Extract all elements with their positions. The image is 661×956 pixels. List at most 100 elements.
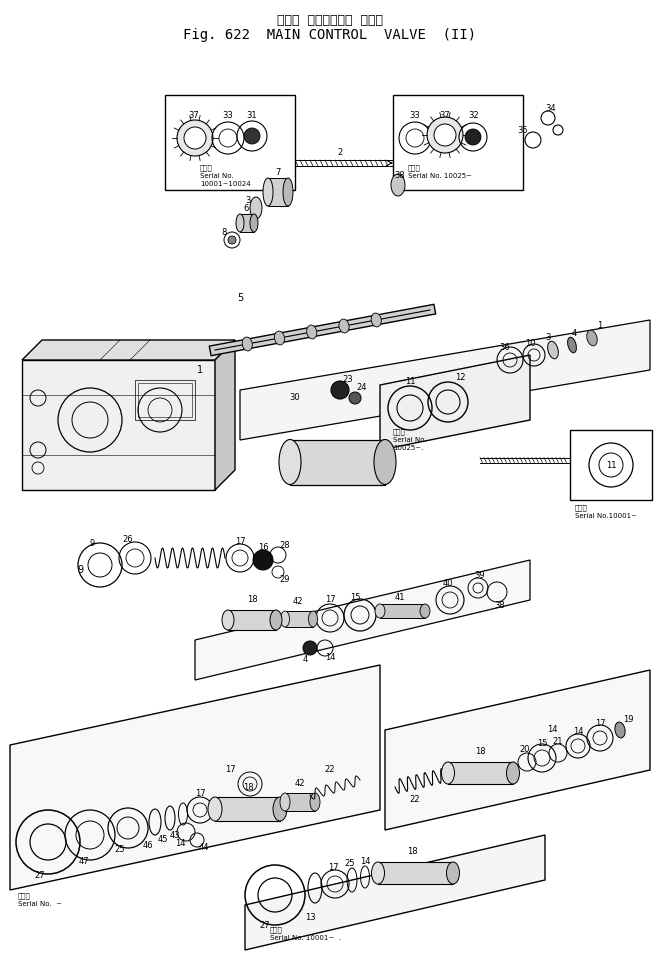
Bar (215, 797, 280, 821)
Circle shape (177, 120, 213, 156)
Ellipse shape (371, 313, 381, 327)
Text: 47: 47 (79, 858, 89, 866)
Text: 39: 39 (475, 572, 485, 580)
Bar (138, 383, 192, 417)
Bar (165, 95, 295, 190)
Text: 1: 1 (598, 320, 603, 330)
Text: メイン  コントロール  バルブ: メイン コントロール バルブ (277, 14, 383, 27)
Text: 10001~10024: 10001~10024 (200, 181, 251, 187)
Polygon shape (385, 670, 650, 830)
Text: 10: 10 (525, 338, 535, 347)
Text: 11: 11 (605, 461, 616, 469)
Circle shape (427, 117, 463, 153)
Text: Serial No. 10025~: Serial No. 10025~ (408, 173, 472, 179)
Text: 18: 18 (475, 748, 485, 756)
Text: 14: 14 (360, 858, 370, 866)
Ellipse shape (307, 325, 317, 339)
Ellipse shape (250, 197, 262, 219)
Text: Serial No.10001~: Serial No.10001~ (575, 513, 637, 519)
Text: 15: 15 (537, 738, 547, 748)
Text: 24: 24 (357, 382, 368, 392)
Text: Serial No. 10001~  .: Serial No. 10001~ . (270, 935, 341, 941)
Polygon shape (380, 355, 530, 450)
Circle shape (228, 236, 236, 244)
Ellipse shape (273, 797, 287, 821)
Text: 30: 30 (290, 394, 300, 402)
Ellipse shape (442, 762, 455, 784)
Ellipse shape (506, 762, 520, 784)
Text: 23: 23 (342, 376, 354, 384)
Text: 27: 27 (260, 922, 270, 930)
Text: 27: 27 (34, 872, 46, 880)
Ellipse shape (250, 214, 258, 232)
Text: 25: 25 (115, 845, 125, 855)
Bar (393, 95, 523, 190)
Text: 26: 26 (123, 535, 134, 545)
Text: 3: 3 (245, 195, 251, 205)
Text: 33: 33 (223, 111, 233, 120)
Text: 32: 32 (469, 111, 479, 120)
Bar (268, 178, 288, 206)
Ellipse shape (568, 337, 576, 353)
Text: 通番号: 通番号 (393, 428, 406, 435)
Text: 7: 7 (276, 167, 281, 177)
Circle shape (244, 128, 260, 144)
Text: 16: 16 (258, 544, 268, 553)
Ellipse shape (391, 174, 405, 196)
Ellipse shape (615, 722, 625, 738)
Text: 通番号: 通番号 (270, 926, 283, 933)
Text: 2: 2 (337, 147, 342, 157)
Text: Serial No.  ~: Serial No. ~ (18, 901, 62, 907)
Text: 42: 42 (293, 598, 303, 606)
Text: 37: 37 (188, 111, 200, 120)
Text: 9: 9 (77, 565, 83, 575)
Ellipse shape (587, 330, 598, 346)
Text: 8: 8 (221, 228, 227, 236)
Bar (135, 380, 195, 420)
Circle shape (434, 124, 456, 146)
Text: 通番号: 通番号 (200, 164, 213, 171)
Text: 21: 21 (553, 737, 563, 747)
Text: 45: 45 (158, 836, 169, 844)
Bar (570, 430, 652, 500)
Text: 29: 29 (280, 576, 290, 584)
Text: 13: 13 (305, 912, 315, 922)
Text: 17: 17 (225, 766, 235, 774)
Text: 14: 14 (325, 654, 335, 663)
Ellipse shape (547, 341, 559, 358)
Polygon shape (10, 665, 380, 890)
Text: 35: 35 (518, 125, 528, 135)
Bar (285, 793, 315, 811)
Text: 4: 4 (571, 329, 576, 337)
Text: Serial No.: Serial No. (393, 437, 426, 443)
Text: 17: 17 (195, 789, 206, 797)
Text: 18: 18 (407, 846, 417, 856)
Text: 34: 34 (546, 103, 557, 113)
Text: 14: 14 (572, 728, 583, 736)
Ellipse shape (280, 611, 290, 627)
Text: 14: 14 (175, 838, 185, 848)
Polygon shape (215, 340, 235, 490)
Text: 18: 18 (243, 783, 253, 792)
Ellipse shape (280, 793, 290, 811)
Text: 1: 1 (197, 365, 203, 375)
Ellipse shape (283, 178, 293, 206)
Polygon shape (245, 835, 545, 950)
Text: 通番号: 通番号 (575, 505, 588, 511)
Text: 37: 37 (440, 111, 450, 120)
Text: 17: 17 (325, 596, 335, 604)
Text: 11: 11 (405, 378, 415, 386)
Ellipse shape (208, 797, 222, 821)
Polygon shape (240, 320, 650, 440)
Ellipse shape (339, 319, 349, 333)
Ellipse shape (263, 178, 273, 206)
Text: 31: 31 (247, 111, 257, 120)
Bar (380, 604, 425, 618)
Ellipse shape (309, 611, 317, 627)
Circle shape (465, 129, 481, 145)
Ellipse shape (279, 440, 301, 485)
Ellipse shape (310, 793, 320, 811)
Text: 12: 12 (455, 374, 465, 382)
Circle shape (303, 641, 317, 655)
Text: Fig. 622  MAIN CONTROL  VALVE  (II): Fig. 622 MAIN CONTROL VALVE (II) (184, 28, 477, 42)
